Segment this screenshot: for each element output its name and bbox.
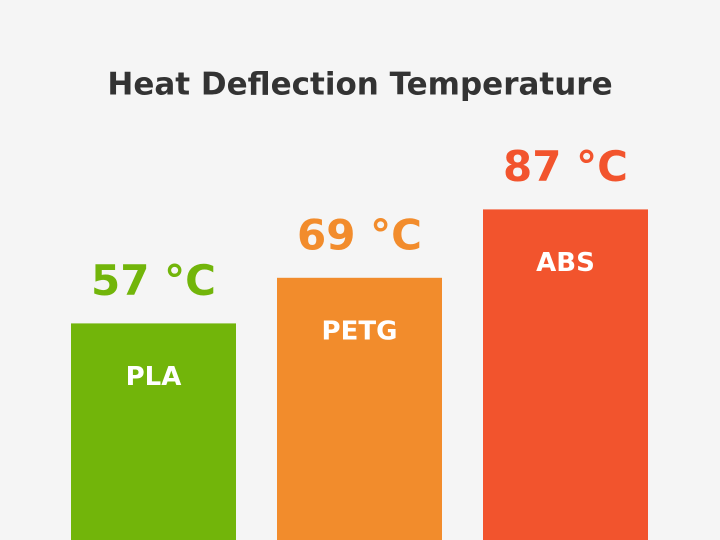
bar	[483, 209, 648, 540]
bar	[277, 277, 442, 540]
value-label: 69 °C	[297, 210, 422, 259]
category-label: PETG	[322, 316, 398, 346]
chart-title: Heat Deflection Temperature	[107, 67, 612, 103]
bar	[71, 323, 236, 540]
category-label: ABS	[536, 248, 595, 278]
value-label: 87 °C	[503, 142, 628, 191]
category-label: PLA	[126, 362, 182, 392]
value-label: 57 °C	[91, 256, 216, 305]
